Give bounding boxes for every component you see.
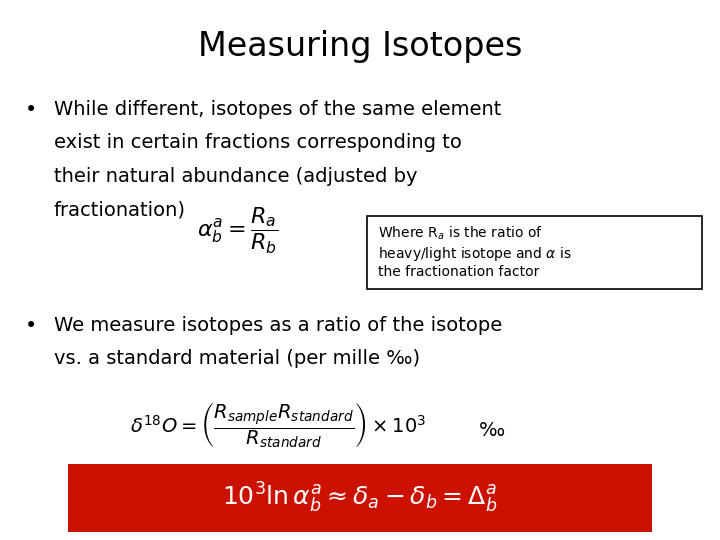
Text: While different, isotopes of the same element: While different, isotopes of the same el… [54,100,501,119]
Text: heavy/light isotope and $\alpha$ is: heavy/light isotope and $\alpha$ is [378,245,572,262]
Text: Measuring Isotopes: Measuring Isotopes [198,30,522,63]
Text: vs. a standard material (per mille ‰): vs. a standard material (per mille ‰) [54,349,420,368]
Text: their natural abundance (adjusted by: their natural abundance (adjusted by [54,167,418,186]
Text: $10^3 \ln \alpha_b^a \approx \delta_a - \delta_b = \Delta_b^a$: $10^3 \ln \alpha_b^a \approx \delta_a - … [222,481,498,515]
Text: Where R$_a$ is the ratio of: Where R$_a$ is the ratio of [378,224,543,241]
Text: exist in certain fractions corresponding to: exist in certain fractions corresponding… [54,133,462,152]
Text: $\delta^{18}O = \left(\dfrac{R_{sample}R_{standard}}{R_{standard}}\right) \times: $\delta^{18}O = \left(\dfrac{R_{sample}R… [130,400,426,450]
Text: the fractionation factor: the fractionation factor [378,265,539,279]
Text: We measure isotopes as a ratio of the isotope: We measure isotopes as a ratio of the is… [54,316,503,335]
Text: •: • [25,100,37,120]
Text: •: • [25,316,37,336]
Text: ‰: ‰ [479,421,505,440]
Text: fractionation): fractionation) [54,200,186,219]
Text: $\alpha_b^a = \dfrac{R_a}{R_b}$: $\alpha_b^a = \dfrac{R_a}{R_b}$ [197,206,278,256]
FancyBboxPatch shape [68,464,652,532]
FancyBboxPatch shape [367,216,702,289]
